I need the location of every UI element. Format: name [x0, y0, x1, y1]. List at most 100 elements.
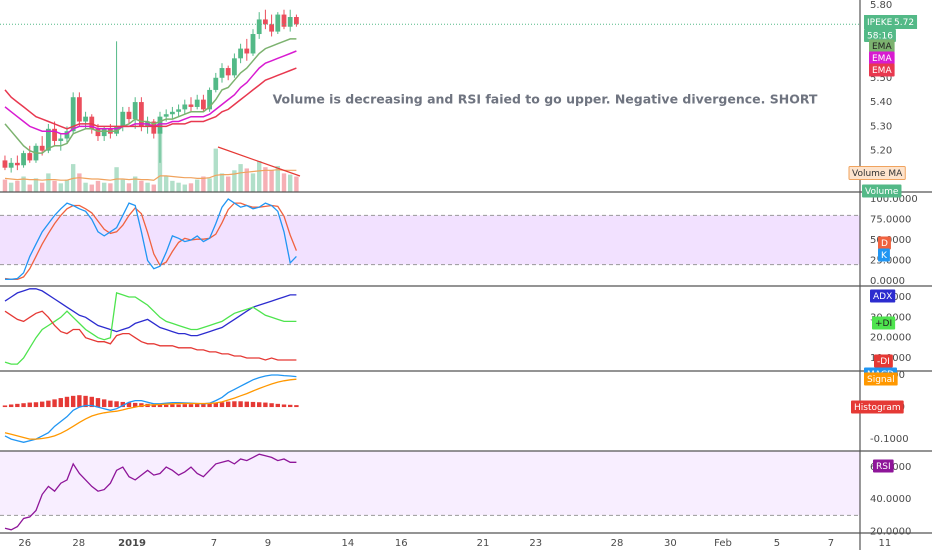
- candle-body: [275, 14, 281, 32]
- candle-body: [207, 89, 212, 110]
- x-tick-label: Feb: [714, 538, 732, 549]
- bar: [219, 173, 225, 192]
- bar: [225, 401, 231, 408]
- series-tag: 58:16: [867, 32, 893, 42]
- band-fill: [0, 215, 860, 265]
- bar: [120, 179, 125, 192]
- candle-body: [238, 48, 243, 59]
- bar: [151, 184, 156, 192]
- x-tick-label: 28: [72, 538, 85, 549]
- series-line: [4, 169, 297, 181]
- bar: [213, 402, 218, 408]
- bar: [77, 395, 82, 408]
- bar: [194, 179, 200, 192]
- bar: [256, 402, 262, 408]
- candle-body: [281, 14, 287, 27]
- y-tick-label: 20.0000: [870, 333, 911, 344]
- band-fill: [0, 451, 860, 516]
- bar: [201, 176, 206, 192]
- x-tick-label: 5: [774, 538, 780, 549]
- x-tick-label: 23: [529, 538, 542, 549]
- series-line: [4, 378, 297, 440]
- trend-line: [217, 146, 301, 177]
- candle-body: [256, 19, 262, 35]
- candle-body: [188, 104, 194, 107]
- bar: [213, 148, 218, 192]
- bar: [108, 400, 113, 408]
- bar: [163, 176, 169, 192]
- bar: [188, 404, 194, 408]
- bar: [288, 174, 293, 192]
- bar: [182, 404, 187, 408]
- candle-body: [120, 111, 126, 127]
- bar: [288, 404, 293, 408]
- bar: [39, 401, 45, 408]
- series-tag: EMA: [872, 66, 892, 76]
- bar: [132, 176, 138, 192]
- candle-body: [213, 77, 219, 90]
- bar: [33, 402, 39, 408]
- bar: [232, 170, 237, 192]
- bar: [101, 182, 107, 192]
- candle-body: [294, 17, 299, 25]
- series-tag-box: [864, 29, 896, 42]
- candle-body: [244, 48, 250, 54]
- bar: [95, 398, 101, 408]
- series-tag-box: [869, 39, 895, 53]
- series-line: [4, 310, 297, 361]
- bar: [182, 184, 187, 192]
- bar: [244, 168, 249, 192]
- candle-body: [262, 19, 268, 25]
- bar: [170, 180, 175, 192]
- bar: [89, 184, 94, 192]
- bar: [15, 180, 20, 192]
- bar: [52, 180, 57, 192]
- bar: [269, 403, 274, 408]
- candle-body: [101, 128, 107, 137]
- bar: [70, 395, 76, 408]
- bar: [126, 183, 132, 192]
- bar: [269, 170, 274, 192]
- y-tick-label: 5.50: [870, 73, 892, 84]
- candle-body: [157, 116, 163, 134]
- x-tick-label: 11: [879, 538, 892, 549]
- y-tick-label: 100.0000: [870, 194, 918, 205]
- last-price-tag: 5.72: [894, 18, 914, 28]
- bar: [101, 399, 107, 408]
- candle-body: [151, 121, 157, 134]
- series-line: [4, 67, 297, 130]
- bar: [126, 402, 132, 408]
- bar: [275, 403, 281, 408]
- bar: [244, 401, 249, 408]
- candle-body: [58, 138, 64, 141]
- bar: [263, 402, 268, 408]
- bar: [95, 180, 101, 192]
- x-tick-label: 14: [342, 538, 355, 549]
- candle-body: [64, 131, 70, 139]
- bar: [201, 403, 206, 408]
- bar: [33, 178, 39, 192]
- series-tag: +DI: [875, 319, 892, 329]
- candle-body: [163, 114, 169, 117]
- candle-body: [132, 102, 138, 120]
- candle-body: [39, 145, 45, 151]
- bar: [294, 405, 299, 408]
- bar: [108, 183, 113, 192]
- candle-body: [194, 99, 200, 107]
- series-tag-box: [864, 372, 898, 386]
- bar: [27, 184, 32, 192]
- bar: [281, 173, 287, 192]
- candle-body: [89, 116, 95, 129]
- bar: [120, 401, 125, 408]
- x-tick-label: 26: [18, 538, 31, 549]
- bar: [46, 400, 51, 408]
- series-line: [4, 292, 297, 365]
- bar: [64, 179, 70, 192]
- bar: [238, 401, 243, 408]
- bar: [21, 403, 26, 408]
- bar: [163, 404, 169, 408]
- series-tag-box: [862, 184, 902, 198]
